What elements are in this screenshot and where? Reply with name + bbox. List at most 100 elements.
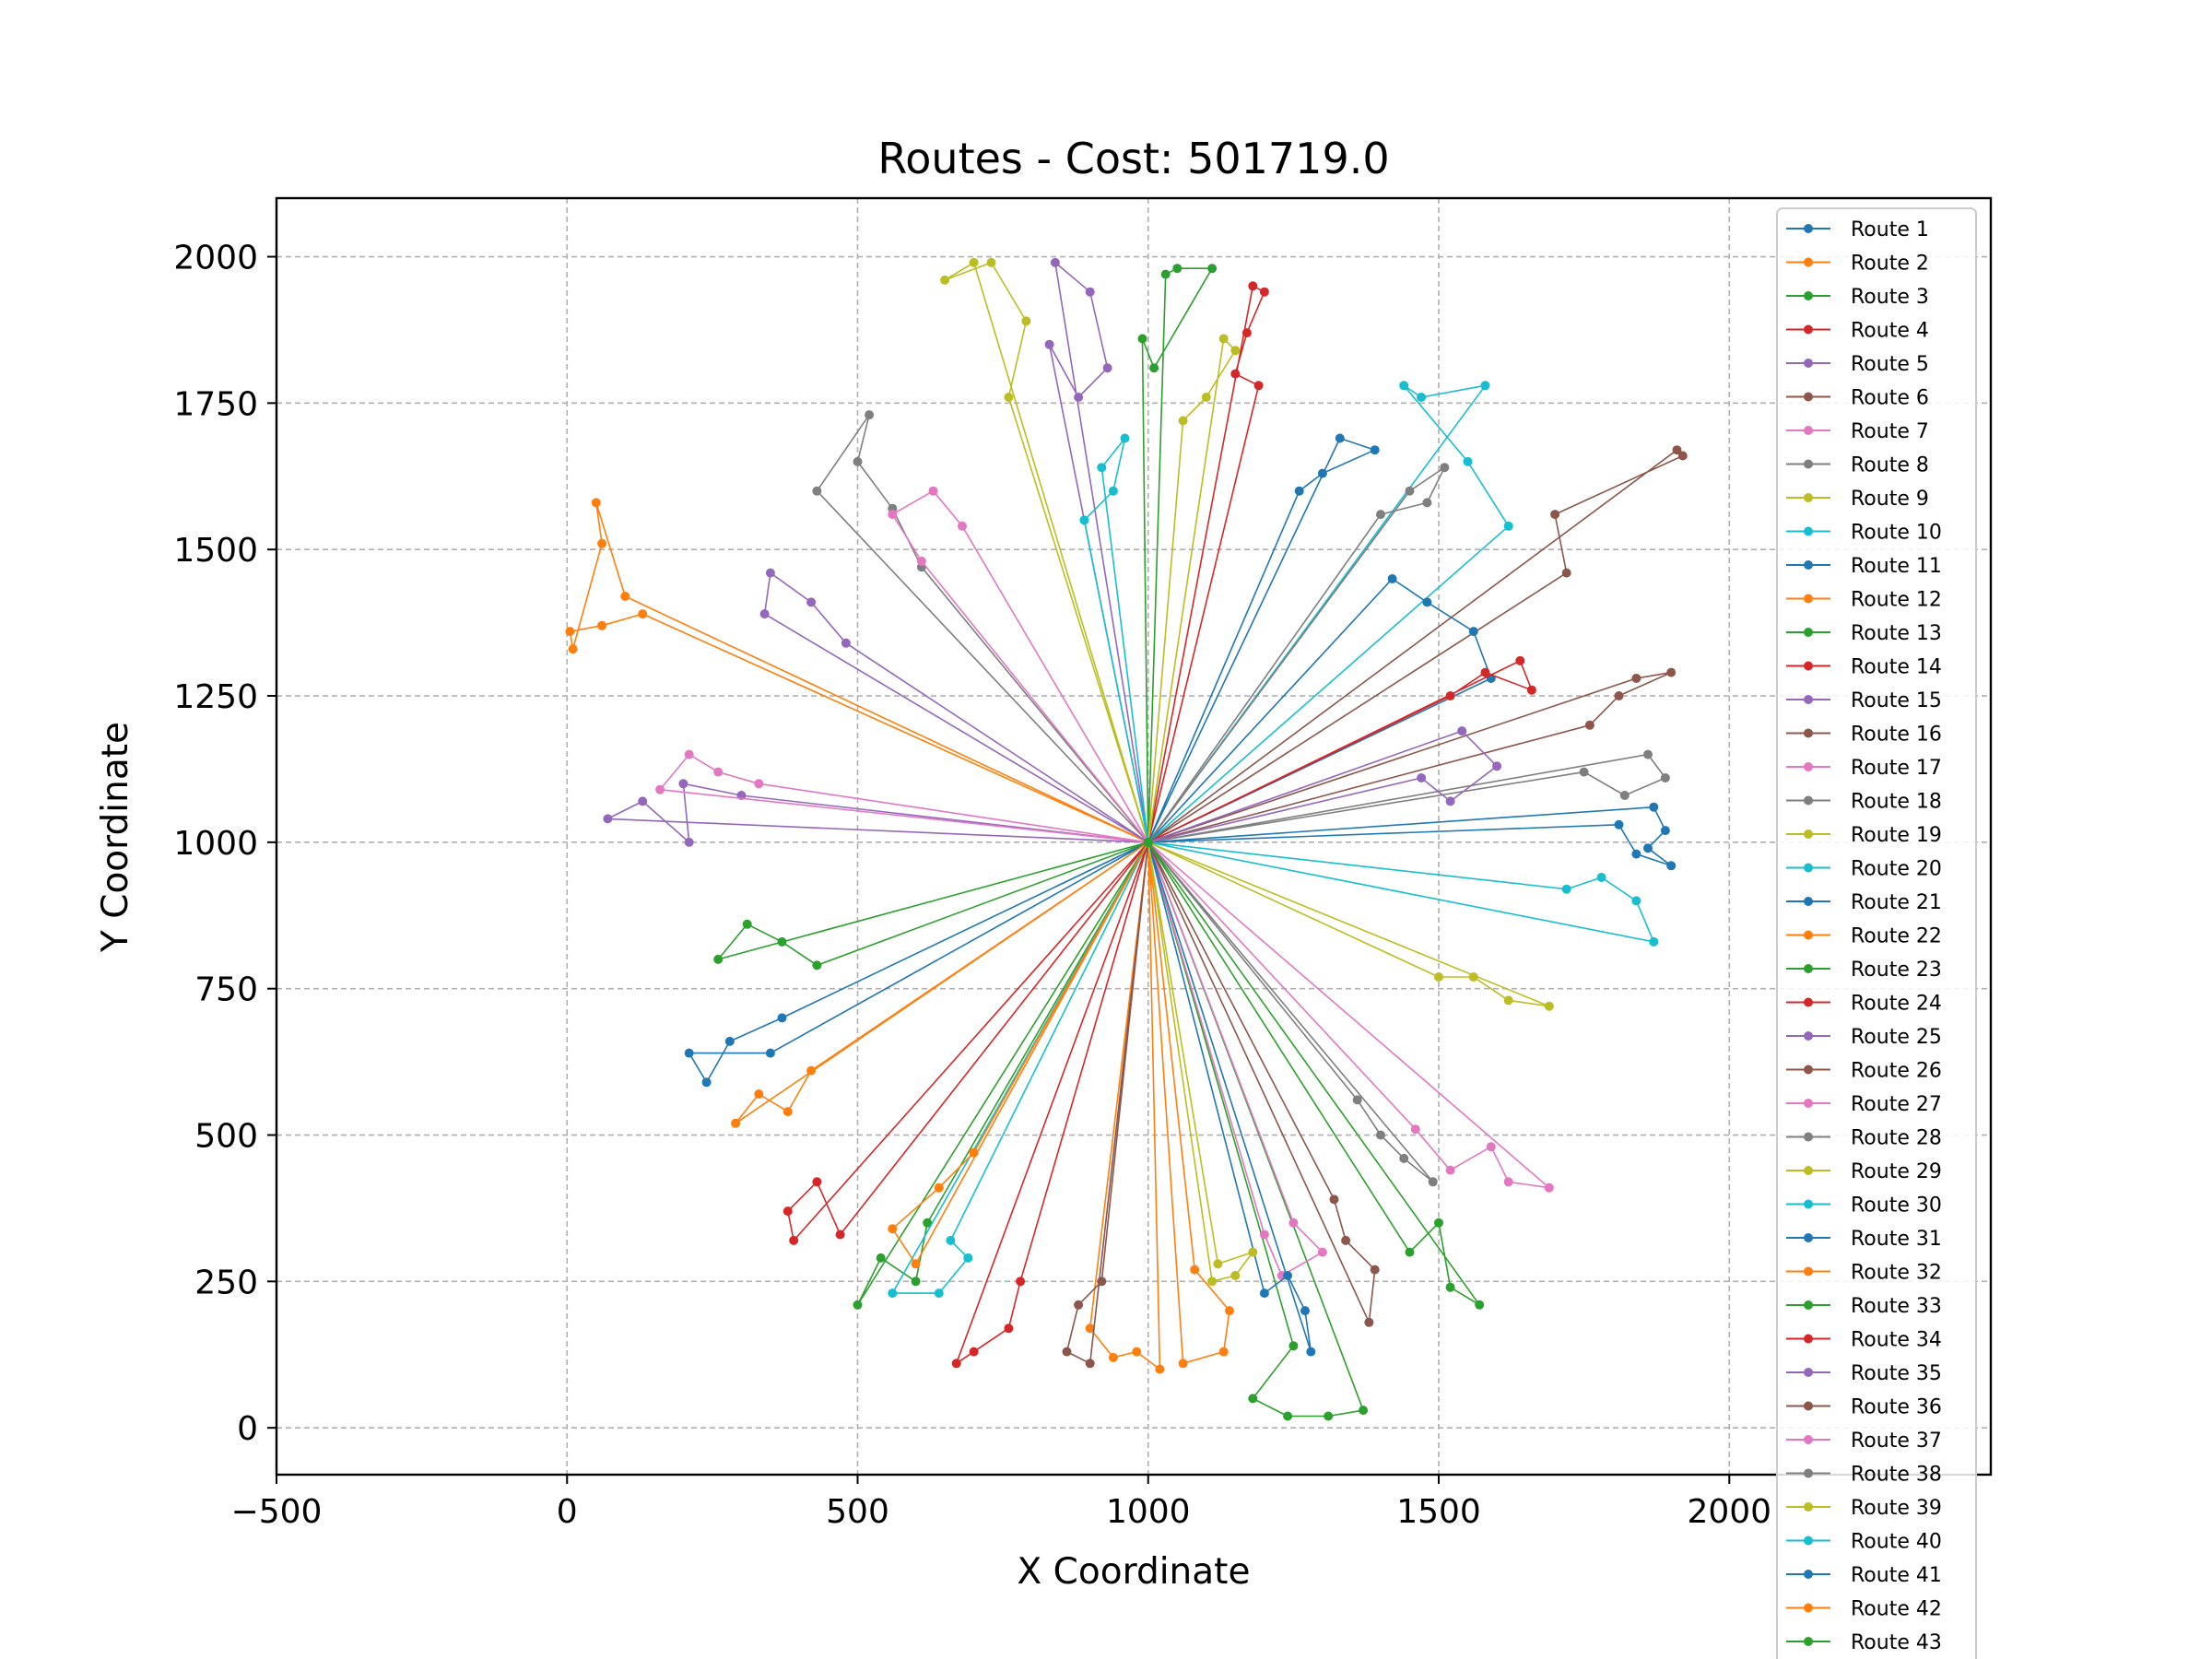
route-point [1306, 1347, 1316, 1357]
legend-marker [1804, 359, 1813, 368]
x-axis-title: X Coordinate [1018, 1551, 1251, 1593]
route-point [1376, 510, 1385, 520]
route-point [1417, 393, 1427, 402]
route-point [1445, 1165, 1455, 1175]
route-line [1147, 660, 1533, 843]
legend-entry: Route 21 [1786, 891, 1942, 914]
route-point [1486, 1142, 1496, 1152]
legend-marker [1804, 257, 1813, 267]
legend-marker [1804, 964, 1813, 973]
route-point [1410, 1124, 1420, 1135]
route-series [1143, 802, 1677, 871]
route-point [777, 1013, 787, 1023]
route-point [1370, 445, 1380, 455]
legend-marker [1804, 1132, 1813, 1142]
route-point [853, 456, 863, 466]
route-point [765, 1048, 775, 1058]
x-tick-label: 1500 [1396, 1493, 1481, 1531]
legend-label: Route 26 [1851, 1060, 1942, 1083]
legend-marker [1804, 324, 1813, 335]
legend-marker [1804, 493, 1813, 502]
legend-marker [1804, 1266, 1813, 1277]
legend-marker [1804, 1502, 1813, 1512]
route-point [1434, 972, 1443, 982]
legend-label: Route 31 [1851, 1228, 1942, 1251]
route-point [812, 486, 822, 496]
route-point [1085, 287, 1095, 297]
legend-marker [1804, 1065, 1813, 1075]
legend-entry: Route 12 [1786, 589, 1942, 612]
legend-label: Route 11 [1851, 555, 1942, 578]
legend-entry: Route 18 [1786, 791, 1942, 814]
legend-label: Route 39 [1851, 1497, 1942, 1520]
legend-marker [1804, 1300, 1813, 1310]
x-tick-label: 500 [826, 1493, 889, 1531]
route-point [1631, 674, 1641, 683]
route-point [1649, 802, 1659, 812]
route-point [1317, 468, 1327, 478]
route-line [763, 571, 1149, 843]
route-point [1480, 381, 1490, 391]
legend-label: Route 29 [1851, 1160, 1942, 1183]
legend-label: Route 37 [1851, 1430, 1942, 1453]
legend-marker [1804, 661, 1813, 671]
legend-label: Route 23 [1851, 959, 1942, 982]
legend-label: Route 15 [1851, 689, 1942, 712]
route-line [1147, 841, 1324, 1277]
route-point [812, 1177, 822, 1187]
route-point [1631, 896, 1641, 906]
legend-entry: Route 2 [1786, 253, 1929, 276]
legend: Route 1 Route 2 Route 3 Route 4 Route 5 Route… [1776, 207, 1977, 1659]
legend-marker [1804, 1435, 1813, 1444]
legend-entry: Route 6 [1786, 387, 1929, 410]
route-line [1147, 841, 1655, 943]
legend-marker [1804, 1334, 1813, 1344]
legend-label: Route 19 [1851, 824, 1942, 847]
route-point [916, 556, 926, 566]
route-point [835, 1230, 845, 1240]
route-point [963, 1253, 973, 1263]
legend-label: Route 1 [1851, 218, 1929, 241]
route-point [1230, 346, 1241, 356]
route-point [1475, 1300, 1485, 1310]
route-point [782, 1206, 793, 1217]
route-point [1102, 363, 1112, 373]
legend-label: Route 38 [1851, 1464, 1942, 1487]
route-point [1074, 393, 1084, 402]
route-point [1248, 281, 1258, 291]
legend-marker [1804, 1099, 1813, 1108]
legend-entry: Route 33 [1786, 1295, 1942, 1318]
route-series [1044, 257, 1153, 847]
legend-entry: Route 37 [1786, 1430, 1942, 1453]
route-point [1672, 445, 1682, 455]
route-point [1631, 849, 1641, 859]
legend-entry: Route 16 [1786, 724, 1942, 747]
route-point [1108, 1352, 1118, 1362]
route-point [1579, 767, 1589, 777]
route-point [1288, 1218, 1299, 1228]
legend-marker [1804, 1603, 1813, 1613]
route-point [754, 779, 764, 789]
route-point [1596, 873, 1606, 882]
plot-area [565, 257, 1688, 1421]
route-point [1480, 667, 1490, 677]
route-point [1352, 1095, 1362, 1105]
route-point [754, 1089, 764, 1099]
route-point [1324, 1411, 1334, 1421]
y-tick-label: 1000 [173, 825, 258, 863]
route-point [1666, 861, 1677, 871]
route-line [1147, 841, 1312, 1353]
route-point [1544, 1182, 1554, 1193]
legend-marker [1804, 526, 1813, 536]
legend-marker [1804, 1468, 1813, 1478]
route-point [1561, 568, 1571, 578]
route-point [1079, 515, 1089, 525]
route-point [1364, 1317, 1374, 1327]
route-point [1218, 334, 1229, 344]
legend-label: Route 22 [1851, 925, 1942, 948]
y-axis-title: Y Coordinate [95, 722, 136, 953]
route-point [888, 1288, 898, 1299]
route-point [934, 1288, 944, 1299]
legend-marker [1804, 1637, 1813, 1646]
route-point [1259, 1288, 1269, 1299]
